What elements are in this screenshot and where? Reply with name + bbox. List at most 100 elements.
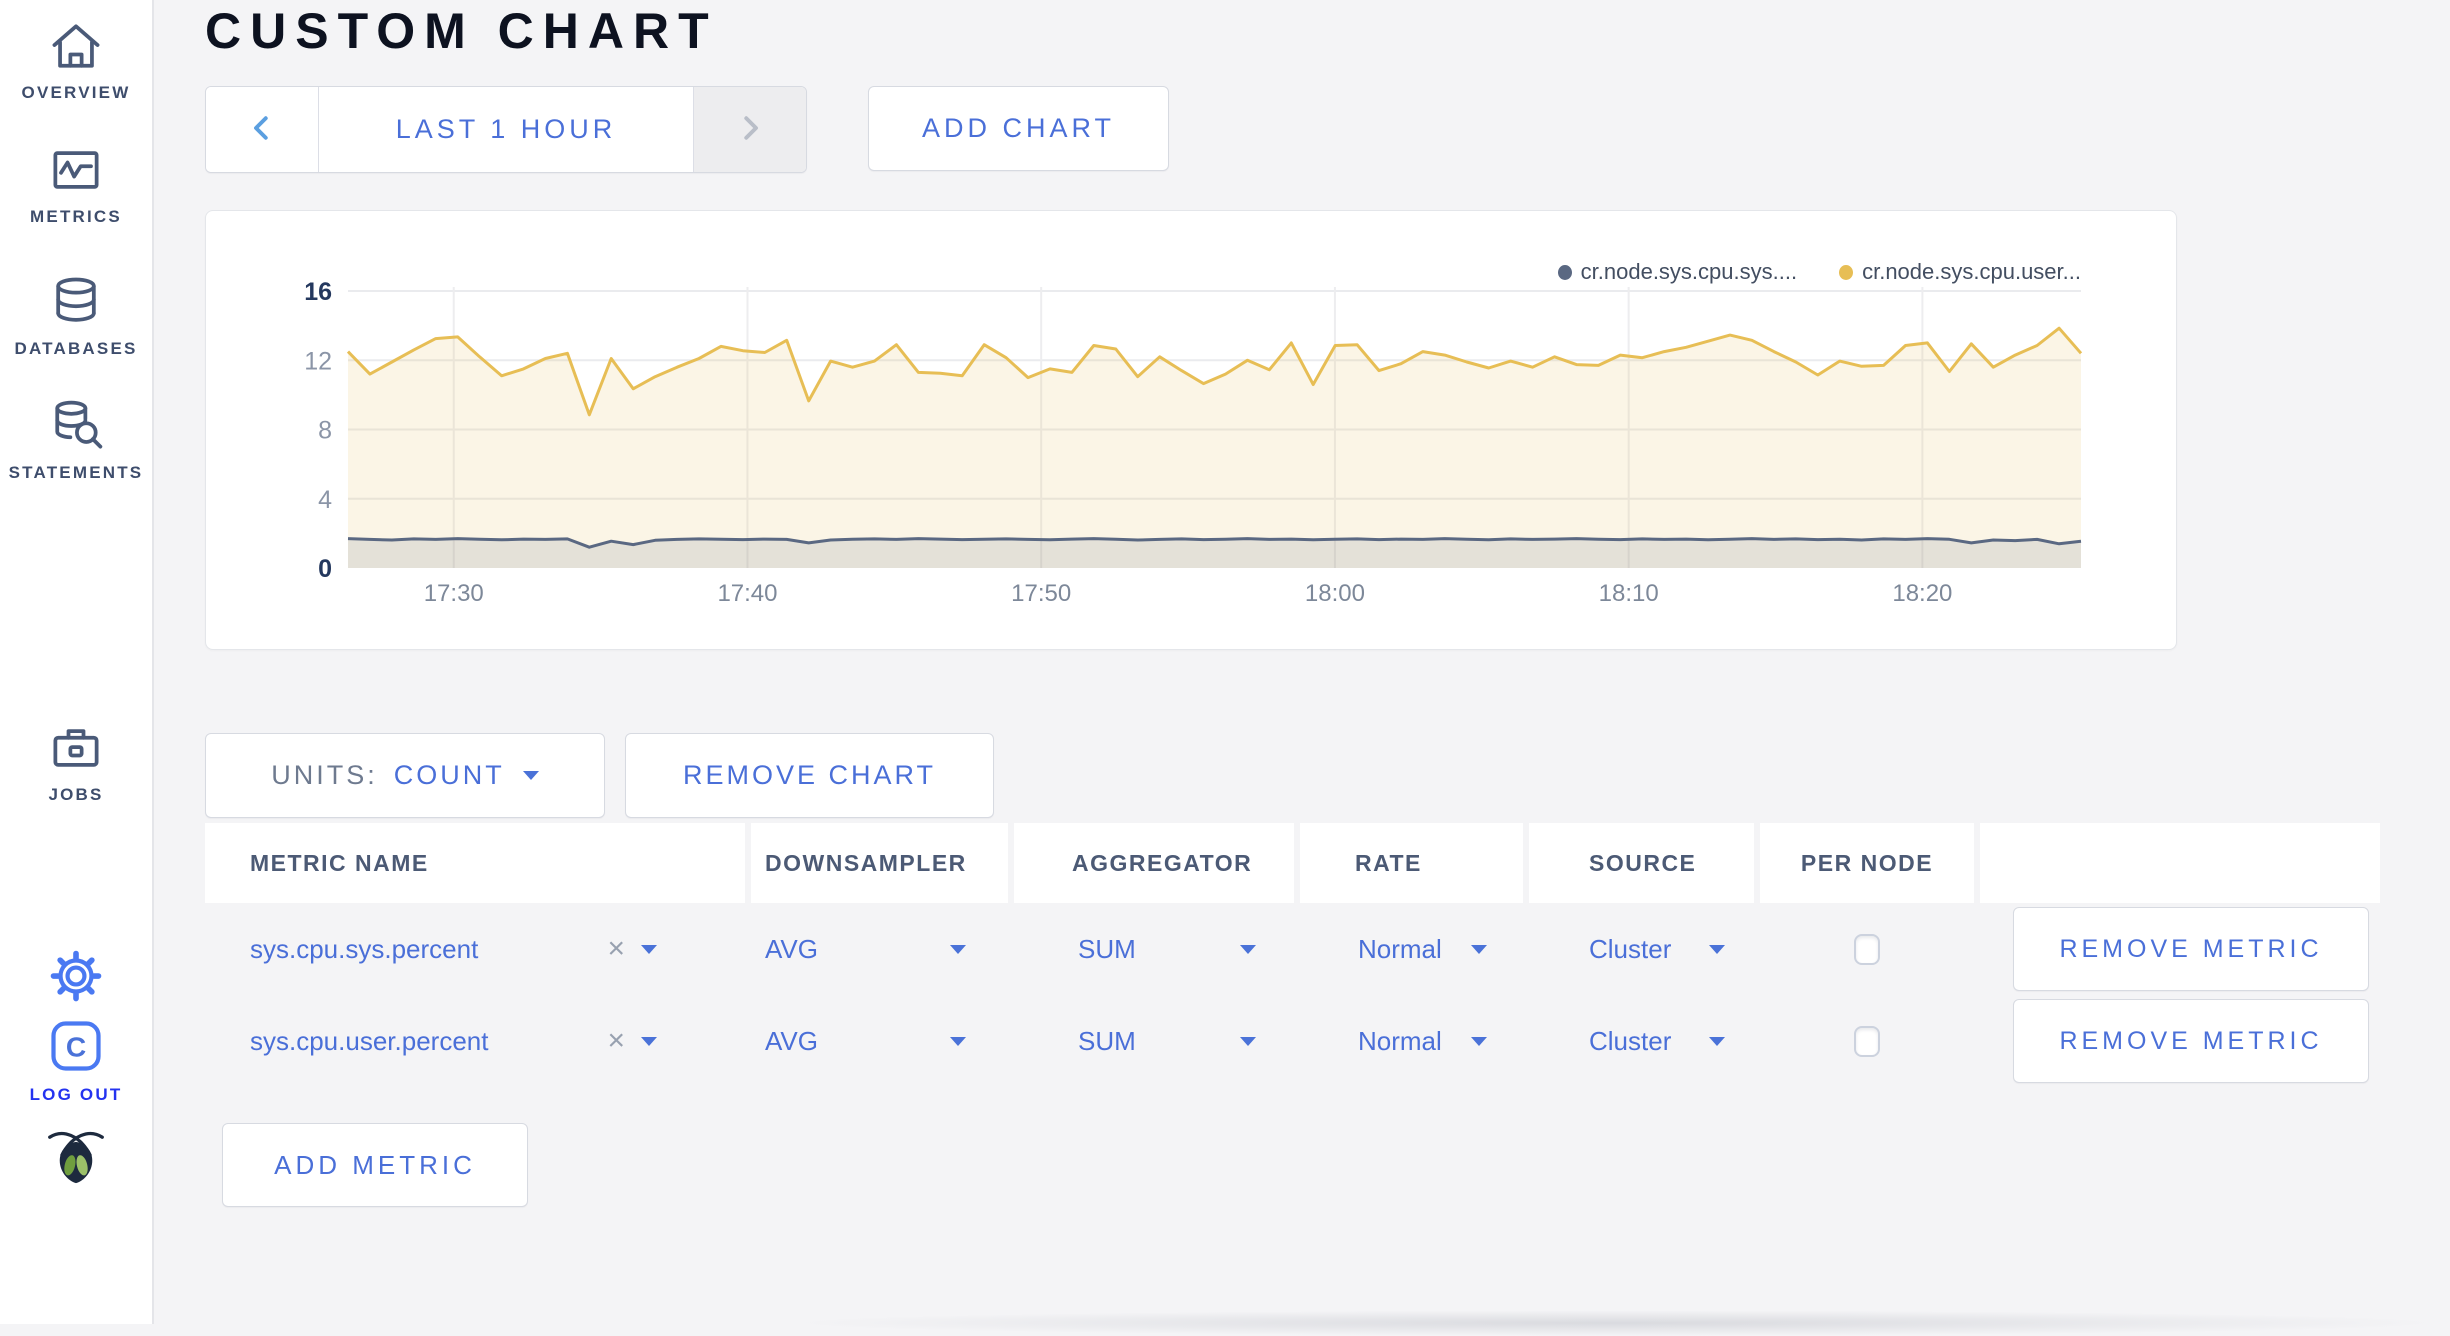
- per-node-checkbox[interactable]: [1854, 933, 1880, 965]
- source-dropdown[interactable]: Cluster: [1529, 934, 1754, 965]
- sidebar-item-label: DATABASES: [14, 339, 138, 358]
- sidebar-item-overview[interactable]: OVERVIEW: [0, 16, 152, 103]
- chevron-right-icon: [732, 110, 768, 149]
- metrics-table: METRIC NAME DOWNSAMPLER AGGREGATOR RATE SOUR…: [205, 823, 2380, 1087]
- per-node-cell: [1760, 995, 1974, 1087]
- time-window-next-button[interactable]: [694, 87, 806, 172]
- source-dropdown[interactable]: Cluster: [1529, 1026, 1754, 1057]
- downsampler-value: AVG: [765, 1025, 818, 1056]
- remove-metric-button[interactable]: REMOVE METRIC: [2013, 907, 2369, 991]
- add-chart-button[interactable]: ADD CHART: [868, 86, 1169, 171]
- sidebar-settings-button[interactable]: [0, 946, 152, 1006]
- source-cell: Cluster: [1529, 903, 1754, 995]
- chart-card: cr.node.sys.cpu.sys.... cr.node.sys.cpu.…: [205, 210, 2177, 650]
- column-header-rate: RATE: [1300, 823, 1523, 903]
- sidebar-item-label: OVERVIEW: [21, 83, 131, 102]
- statements-icon: [46, 396, 106, 456]
- metric-name-dropdown[interactable]: sys.cpu.user.percent: [250, 1025, 489, 1056]
- time-window-controls: LAST 1 HOUR: [205, 86, 807, 173]
- aggregator-dropdown[interactable]: SUM: [1014, 934, 1294, 965]
- jobs-icon: [46, 718, 106, 778]
- sidebar-item-label: JOBS: [48, 785, 104, 804]
- svg-text:18:10: 18:10: [1599, 580, 1659, 607]
- column-header-source: SOURCE: [1529, 823, 1754, 903]
- rate-value: Normal: [1358, 933, 1442, 964]
- chevron-down-icon: [522, 771, 539, 780]
- logout-label: LOG OUT: [29, 1085, 123, 1104]
- databases-icon: [46, 272, 106, 332]
- downsampler-dropdown[interactable]: AVG: [751, 1026, 1008, 1057]
- remove-chart-button[interactable]: REMOVE CHART: [625, 733, 994, 818]
- downsampler-dropdown[interactable]: AVG: [751, 934, 1008, 965]
- legend-label: cr.node.sys.cpu.user...: [1862, 259, 2081, 284]
- svg-text:18:20: 18:20: [1892, 580, 1952, 607]
- metric-name-controls: ×: [607, 1026, 657, 1056]
- cockroach-logo: [0, 1120, 152, 1190]
- per-node-checkbox[interactable]: [1854, 1025, 1880, 1057]
- metric-name-dropdown[interactable]: sys.cpu.sys.percent: [250, 933, 479, 964]
- metric-name-cell: sys.cpu.sys.percent ×: [205, 903, 745, 995]
- rate-dropdown[interactable]: Normal: [1300, 934, 1523, 965]
- units-label: UNITS:: [271, 760, 378, 790]
- aggregator-dropdown[interactable]: SUM: [1014, 1026, 1294, 1057]
- legend-dot: [1839, 264, 1854, 280]
- add-metric-button[interactable]: ADD METRIC: [222, 1123, 528, 1207]
- aggregator-cell: SUM: [1014, 995, 1294, 1087]
- metric-name-cell: sys.cpu.user.percent ×: [205, 995, 745, 1087]
- sidebar-logout-button[interactable]: C LOG OUT: [0, 1014, 152, 1105]
- sidebar-item-jobs[interactable]: JOBS: [0, 718, 152, 805]
- time-window-selector: LAST 1 HOUR: [205, 86, 807, 173]
- rate-cell: Normal: [1300, 995, 1523, 1087]
- aggregator-value: SUM: [1078, 933, 1136, 964]
- chart-legend: cr.node.sys.cpu.sys.... cr.node.sys.cpu.…: [1557, 259, 2081, 285]
- aggregator-cell: SUM: [1014, 903, 1294, 995]
- source-value: Cluster: [1589, 933, 1672, 964]
- home-icon: [46, 16, 106, 76]
- main-content: CUSTOM CHART LAST 1 HOUR ADD CHART cr.no…: [152, 0, 2450, 1336]
- svg-text:12: 12: [304, 347, 332, 375]
- sidebar-item-statements[interactable]: STATEMENTS: [0, 396, 152, 483]
- sidebar-item-databases[interactable]: DATABASES: [0, 272, 152, 359]
- time-window-label[interactable]: LAST 1 HOUR: [318, 87, 694, 172]
- svg-text:0: 0: [318, 555, 332, 583]
- downsampler-cell: AVG: [751, 903, 1008, 995]
- chevron-down-icon[interactable]: [641, 944, 657, 954]
- actions-cell: REMOVE METRIC: [1980, 903, 2380, 995]
- svg-text:8: 8: [318, 417, 332, 445]
- svg-text:C: C: [66, 1031, 86, 1062]
- chevron-down-icon: [950, 1036, 966, 1046]
- chevron-down-icon: [1240, 944, 1256, 954]
- metric-row: sys.cpu.user.percent × AVG SUM Normal: [205, 995, 2380, 1087]
- chevron-left-icon: [244, 110, 280, 149]
- gear-icon: [46, 946, 106, 1006]
- clear-metric-icon[interactable]: ×: [607, 1024, 625, 1057]
- legend-label: cr.node.sys.cpu.sys....: [1580, 259, 1798, 284]
- legend-item[interactable]: cr.node.sys.cpu.sys....: [1557, 259, 1798, 285]
- source-cell: Cluster: [1529, 995, 1754, 1087]
- source-value: Cluster: [1589, 1025, 1672, 1056]
- column-header-per_node: PER NODE: [1760, 823, 1974, 903]
- legend-item[interactable]: cr.node.sys.cpu.user...: [1839, 259, 2081, 285]
- svg-text:4: 4: [318, 486, 332, 514]
- units-dropdown[interactable]: UNITS: COUNT: [205, 733, 605, 818]
- remove-metric-button[interactable]: REMOVE METRIC: [2013, 999, 2369, 1083]
- rate-dropdown[interactable]: Normal: [1300, 1026, 1523, 1057]
- timeseries-chart[interactable]: 0 4 8 12 16 17:30 17:40 17:50 18:00 18:10 18:20: [206, 211, 2174, 647]
- column-header-actions: [1980, 823, 2380, 903]
- legend-dot: [1557, 264, 1572, 280]
- sidebar-item-metrics[interactable]: METRICS: [0, 140, 152, 227]
- time-window-prev-button[interactable]: [206, 87, 318, 172]
- page-title: CUSTOM CHART: [205, 3, 718, 59]
- downsampler-value: AVG: [765, 933, 818, 964]
- rate-value: Normal: [1358, 1025, 1442, 1056]
- bottom-scroll-shadow: [782, 1310, 2450, 1336]
- sidebar-item-label: METRICS: [30, 207, 122, 226]
- sidebar-item-label: STATEMENTS: [8, 463, 144, 482]
- c-logo-icon: C: [44, 1014, 108, 1078]
- chevron-down-icon[interactable]: [641, 1036, 657, 1046]
- chevron-down-icon: [1471, 944, 1487, 954]
- clear-metric-icon[interactable]: ×: [607, 932, 625, 965]
- chevron-down-icon: [1709, 944, 1725, 954]
- downsampler-cell: AVG: [751, 995, 1008, 1087]
- metrics-table-header: METRIC NAME DOWNSAMPLER AGGREGATOR RATE SOUR…: [205, 823, 2380, 903]
